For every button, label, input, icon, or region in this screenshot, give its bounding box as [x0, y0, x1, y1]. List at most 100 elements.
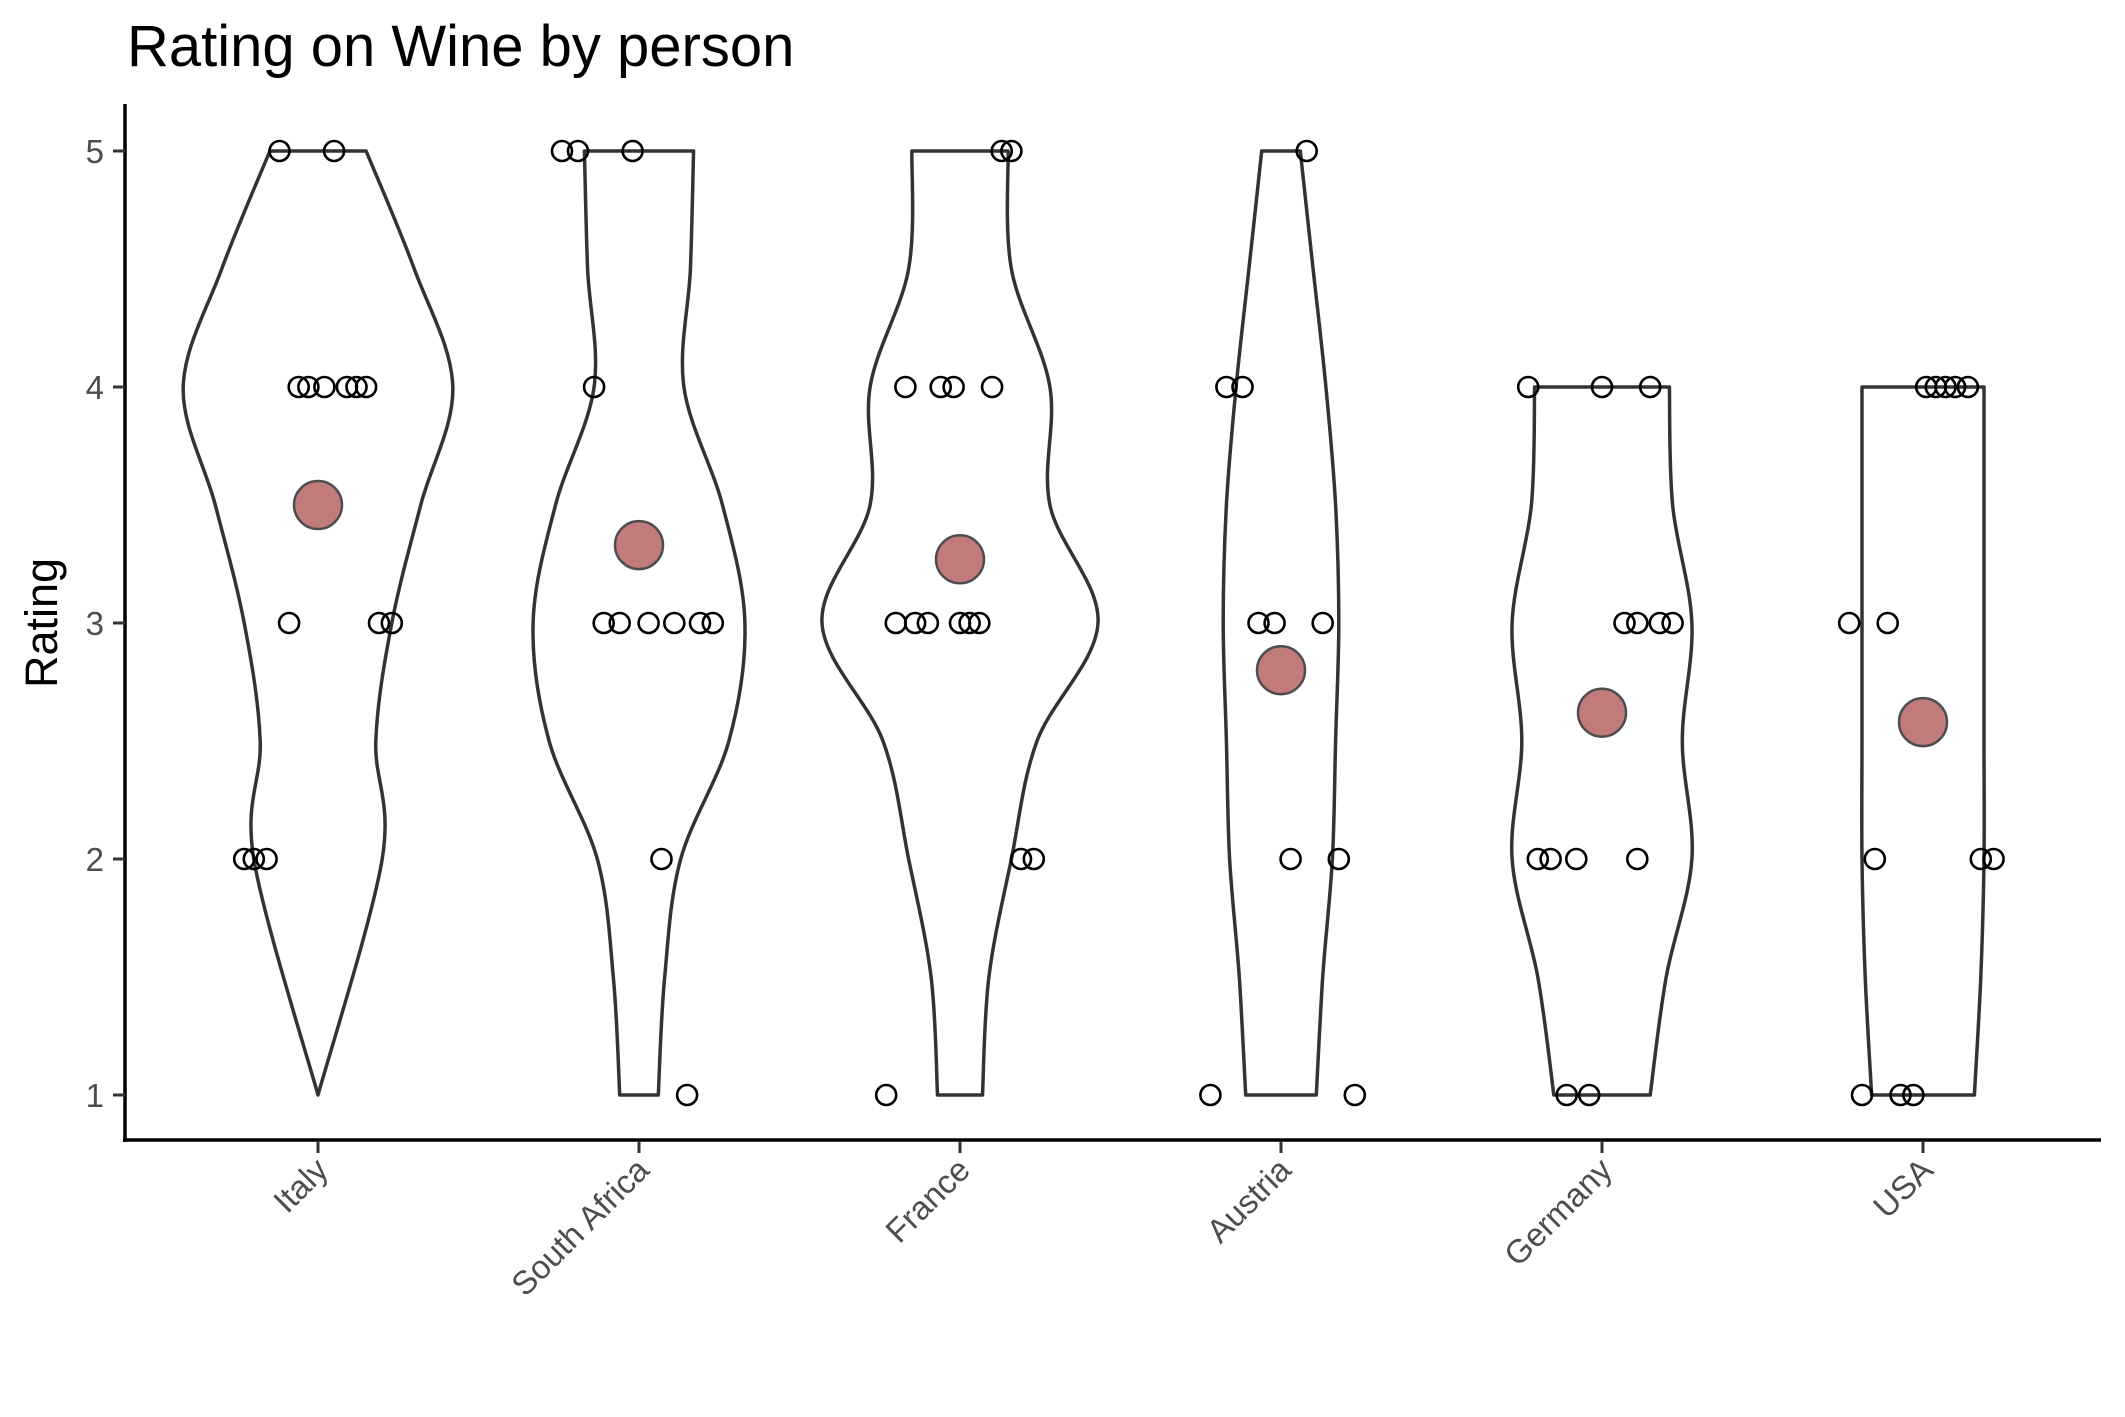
data-point — [916, 611, 940, 635]
violins — [181, 149, 1986, 1097]
data-point — [297, 375, 320, 399]
group-means — [292, 479, 1949, 748]
y-tick-label: 3 — [86, 605, 104, 642]
data-point — [1648, 611, 1672, 635]
data-point — [1263, 611, 1286, 635]
x-ticks: Italy South Africa France Austria Germany USA — [266, 1141, 1940, 1303]
data-point — [1295, 139, 1318, 163]
mean-point — [1897, 696, 1949, 748]
data-point — [894, 375, 917, 399]
data-point — [1555, 1083, 1578, 1107]
data-point — [662, 611, 686, 635]
data-point — [1526, 847, 1550, 871]
data-point — [1934, 375, 1957, 399]
data-point — [550, 139, 574, 163]
data-points — [232, 139, 2005, 1107]
data-point — [1876, 611, 1899, 635]
data-point — [1626, 847, 1649, 871]
axes — [123, 104, 2101, 1142]
data-point — [354, 375, 378, 399]
data-point — [1311, 611, 1334, 635]
data-point — [582, 375, 606, 399]
y-ticks: 1 2 3 4 5 — [86, 133, 125, 1114]
data-point — [1889, 1083, 1912, 1107]
x-tick-label: Germany — [1497, 1150, 1619, 1272]
data-point — [1902, 1083, 1925, 1107]
data-point — [1850, 1083, 1874, 1107]
data-point — [701, 611, 725, 635]
mean-point — [1255, 644, 1307, 696]
data-point — [1982, 847, 2005, 871]
data-point — [650, 847, 673, 871]
violin-germany — [1509, 385, 1695, 1097]
data-point — [1956, 375, 1980, 399]
data-point — [1516, 375, 1540, 399]
data-point — [903, 611, 927, 635]
data-point — [1661, 611, 1684, 635]
data-point — [1638, 375, 1662, 399]
data-point — [1863, 847, 1887, 871]
data-point — [1969, 847, 1993, 871]
x-tick-label: Austria — [1199, 1150, 1298, 1249]
data-point — [367, 611, 391, 635]
data-point — [637, 611, 660, 635]
y-tick-label: 2 — [86, 841, 104, 878]
mean-point — [613, 519, 665, 571]
data-point — [1539, 847, 1562, 871]
data-point — [1009, 847, 1033, 871]
data-point — [990, 139, 1014, 163]
x-tick-label: USA — [1866, 1151, 1940, 1225]
data-point — [232, 847, 256, 871]
x-tick-label: Italy — [266, 1150, 335, 1219]
data-point — [1565, 847, 1588, 871]
mean-point — [1576, 687, 1628, 738]
data-point — [958, 611, 981, 635]
y-axis-label: Rating — [16, 558, 67, 688]
data-point — [1613, 611, 1636, 635]
y-tick-label: 5 — [86, 133, 104, 170]
mean-point — [934, 534, 986, 585]
data-point — [1231, 375, 1254, 399]
data-point — [688, 611, 712, 635]
data-point — [1022, 847, 1046, 871]
violin-italy — [181, 149, 455, 1097]
data-point — [1943, 375, 1967, 399]
violin-austria — [1221, 149, 1341, 1097]
data-point — [242, 847, 266, 871]
y-tick-label: 4 — [86, 369, 104, 406]
data-point — [621, 139, 644, 163]
data-point — [1343, 1083, 1367, 1107]
data-point — [255, 847, 278, 871]
data-point — [1590, 375, 1614, 399]
data-point — [1327, 847, 1351, 871]
data-point — [608, 611, 632, 635]
data-point — [268, 139, 291, 163]
data-point — [1279, 847, 1302, 871]
x-tick-label: France — [878, 1151, 977, 1250]
data-point — [1215, 375, 1238, 399]
data-point — [675, 1083, 699, 1107]
data-point — [277, 611, 301, 635]
x-tick-label: South Africa — [504, 1150, 656, 1302]
chart-title: Rating on Wine by person — [127, 14, 794, 79]
data-point — [345, 375, 368, 399]
data-point — [929, 375, 953, 399]
data-point — [322, 139, 346, 163]
data-point — [1247, 611, 1270, 635]
data-point — [874, 1083, 898, 1107]
data-point — [566, 139, 590, 163]
data-point — [942, 375, 965, 399]
y-tick-label: 1 — [86, 1077, 104, 1114]
data-point — [1837, 611, 1861, 635]
data-point — [980, 375, 1004, 399]
data-point — [1199, 1083, 1222, 1107]
data-point — [1000, 139, 1023, 163]
data-point — [313, 375, 336, 399]
data-point — [380, 611, 404, 635]
data-point — [967, 611, 991, 635]
mean-point — [292, 479, 344, 531]
data-point — [1626, 611, 1649, 635]
data-point — [592, 611, 616, 635]
data-point — [287, 375, 311, 399]
